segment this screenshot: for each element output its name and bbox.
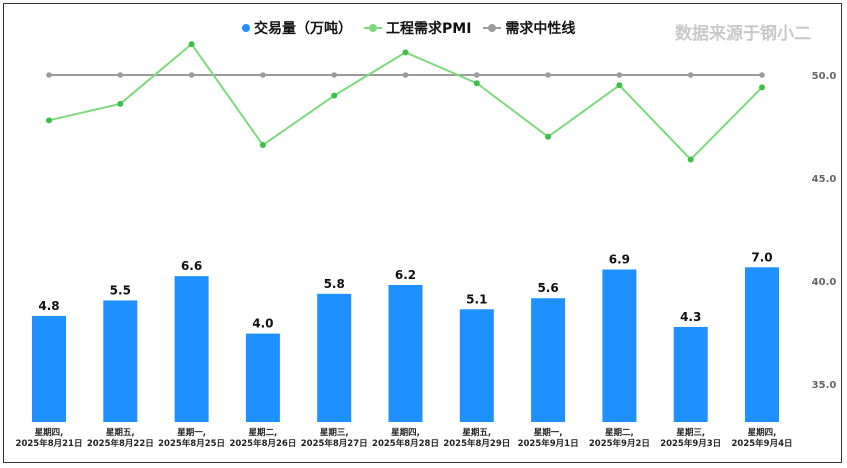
legend-item-neutral[interactable]: 需求中性线 <box>483 18 575 38</box>
x-axis-tick-label: 星期四, 2025年8月28日 <box>372 427 439 449</box>
bar-value-label: 4.8 <box>38 299 59 313</box>
bar-volume <box>317 293 352 422</box>
bar-volume <box>174 276 209 422</box>
x-axis-tick-label: 星期二, 2025年9月2日 <box>589 427 650 449</box>
x-axis-tick-label-line: 星期二, <box>249 427 278 438</box>
x-axis-tick-label: 星期一, 2025年8月25日 <box>158 427 225 449</box>
pmi-line <box>48 42 763 161</box>
bar-value-label: 7.0 <box>751 250 772 264</box>
bar-volume <box>245 333 280 422</box>
x-axis-tick-label-line: 星期四, <box>391 427 420 438</box>
neutral-point <box>545 72 551 78</box>
bar-volume <box>459 309 494 422</box>
bar-value-label: 6.6 <box>181 259 202 273</box>
legend-volume-marker <box>242 24 250 32</box>
bar-value-label: 5.6 <box>537 281 558 295</box>
bar-volume <box>602 269 637 422</box>
legend-pmi-label: 工程需求PMI <box>386 21 472 37</box>
bar-value-label: 4.0 <box>252 317 273 331</box>
x-axis-tick-label-line: 2025年8月25日 <box>158 438 225 449</box>
x-axis-tick-label: 星期一, 2025年9月1日 <box>518 427 579 449</box>
x-axis-tick-label: 星期三, 2025年8月27日 <box>301 427 368 449</box>
pmi-point <box>188 41 195 48</box>
bar-value-label: 5.5 <box>110 283 131 297</box>
pmi-point <box>117 100 124 107</box>
x-axis-tick-label-line: 星期四, <box>748 427 777 438</box>
y-axis-tick-label: 35.0 <box>812 380 837 391</box>
y-axis-tick-label: 45.0 <box>812 174 837 185</box>
x-axis-tick-label: 星期四, 2025年8月21日 <box>16 427 83 449</box>
x-axis-tick-label-line: 星期五, <box>462 427 491 438</box>
neutral-point <box>260 72 266 78</box>
x-axis-tick-label: 星期五, 2025年8月22日 <box>87 427 154 449</box>
x-axis-tick-label-line: 星期三, <box>320 427 349 438</box>
y-axis-tick-label: 50.0 <box>812 71 837 82</box>
x-axis-tick-label-line: 2025年8月27日 <box>301 438 368 449</box>
x-axis-tick-label-line: 星期五, <box>106 427 135 438</box>
neutral-point <box>616 72 623 78</box>
x-axis-tick-label-line: 2025年9月4日 <box>732 438 793 449</box>
bar-volume <box>745 267 779 422</box>
neutral-point <box>474 72 480 78</box>
legend-neutral-marker <box>483 23 502 33</box>
bar-value-label: 5.8 <box>324 277 345 291</box>
legend-neutral-label: 需求中性线 <box>505 21 576 37</box>
pmi-point <box>759 84 765 91</box>
chart-frame: 35.0 40.0 45.0 50.0 4.8 5.5 6.6 4.0 5.8 6.2 5.1 5.6… <box>3 3 842 463</box>
x-axis-tick-label-line: 2025年8月26日 <box>229 438 296 449</box>
pmi-point <box>259 142 266 149</box>
pmi-point <box>616 82 623 89</box>
x-axis-tick-label: 星期二, 2025年8月26日 <box>229 427 296 449</box>
y-axis-tick-label: 40.0 <box>812 277 837 288</box>
legend-item-pmi[interactable]: 工程需求PMI <box>364 18 471 38</box>
bar-volume <box>32 315 66 422</box>
neutral-point <box>687 72 694 78</box>
x-axis-tick-label-line: 2025年9月1日 <box>518 438 579 449</box>
x-axis-tick-label: 星期三, 2025年9月3日 <box>660 427 721 449</box>
pmi-point <box>46 117 52 124</box>
pmi-point <box>687 156 694 163</box>
bar-value-label: 6.9 <box>609 253 630 267</box>
bar-volume <box>531 298 566 422</box>
x-axis-tick-label-line: 2025年9月2日 <box>589 438 650 449</box>
x-axis-tick-label-line: 星期四, <box>35 427 64 438</box>
x-axis-tick-label-line: 2025年8月22日 <box>87 438 154 449</box>
bar-volume <box>673 326 708 422</box>
pmi-point <box>545 133 552 140</box>
x-axis-tick-label-line: 2025年8月29日 <box>443 438 510 449</box>
bar-volume <box>388 284 423 422</box>
chart-svg: 35.0 40.0 45.0 50.0 4.8 5.5 6.6 4.0 5.8 6.2 5.1 5.6… <box>16 41 837 449</box>
chart-legend: 交易量（万吨） 工程需求PMI 需求中性线 <box>242 18 575 38</box>
pmi-point <box>473 80 480 87</box>
legend-item-volume[interactable]: 交易量（万吨） <box>242 18 352 38</box>
neutral-point <box>46 72 52 78</box>
data-source-text: 数据来源于钢小二 <box>675 24 811 44</box>
x-axis-tick-label-line: 星期一, <box>534 427 563 438</box>
x-axis-tick-label-line: 2025年8月28日 <box>372 438 439 449</box>
bar-volume <box>103 300 138 422</box>
neutral-point <box>759 72 765 78</box>
bar-value-label: 4.3 <box>680 310 701 324</box>
x-axis-tick-label-line: 2025年8月21日 <box>16 438 83 449</box>
neutral-point <box>402 72 409 78</box>
x-axis-tick-label-line: 星期一, <box>177 427 206 438</box>
legend-volume-label: 交易量（万吨） <box>254 21 352 37</box>
x-axis-tick-label-line: 星期三, <box>676 427 705 438</box>
bar-value-label: 5.1 <box>466 292 487 306</box>
x-axis-tick-label-line: 星期二, <box>605 427 634 438</box>
neutral-point <box>331 72 338 78</box>
x-axis-tick-label: 星期四, 2025年9月4日 <box>732 427 793 449</box>
neutral-point <box>117 72 124 78</box>
bar-value-label: 6.2 <box>395 268 416 282</box>
x-axis-tick-label: 星期五, 2025年8月29日 <box>443 427 510 449</box>
pmi-point <box>402 49 409 56</box>
x-axis-tick-label-line: 2025年9月3日 <box>660 438 721 449</box>
pmi-point <box>331 92 338 99</box>
neutral-point <box>188 72 195 78</box>
legend-pmi-marker <box>364 23 382 33</box>
